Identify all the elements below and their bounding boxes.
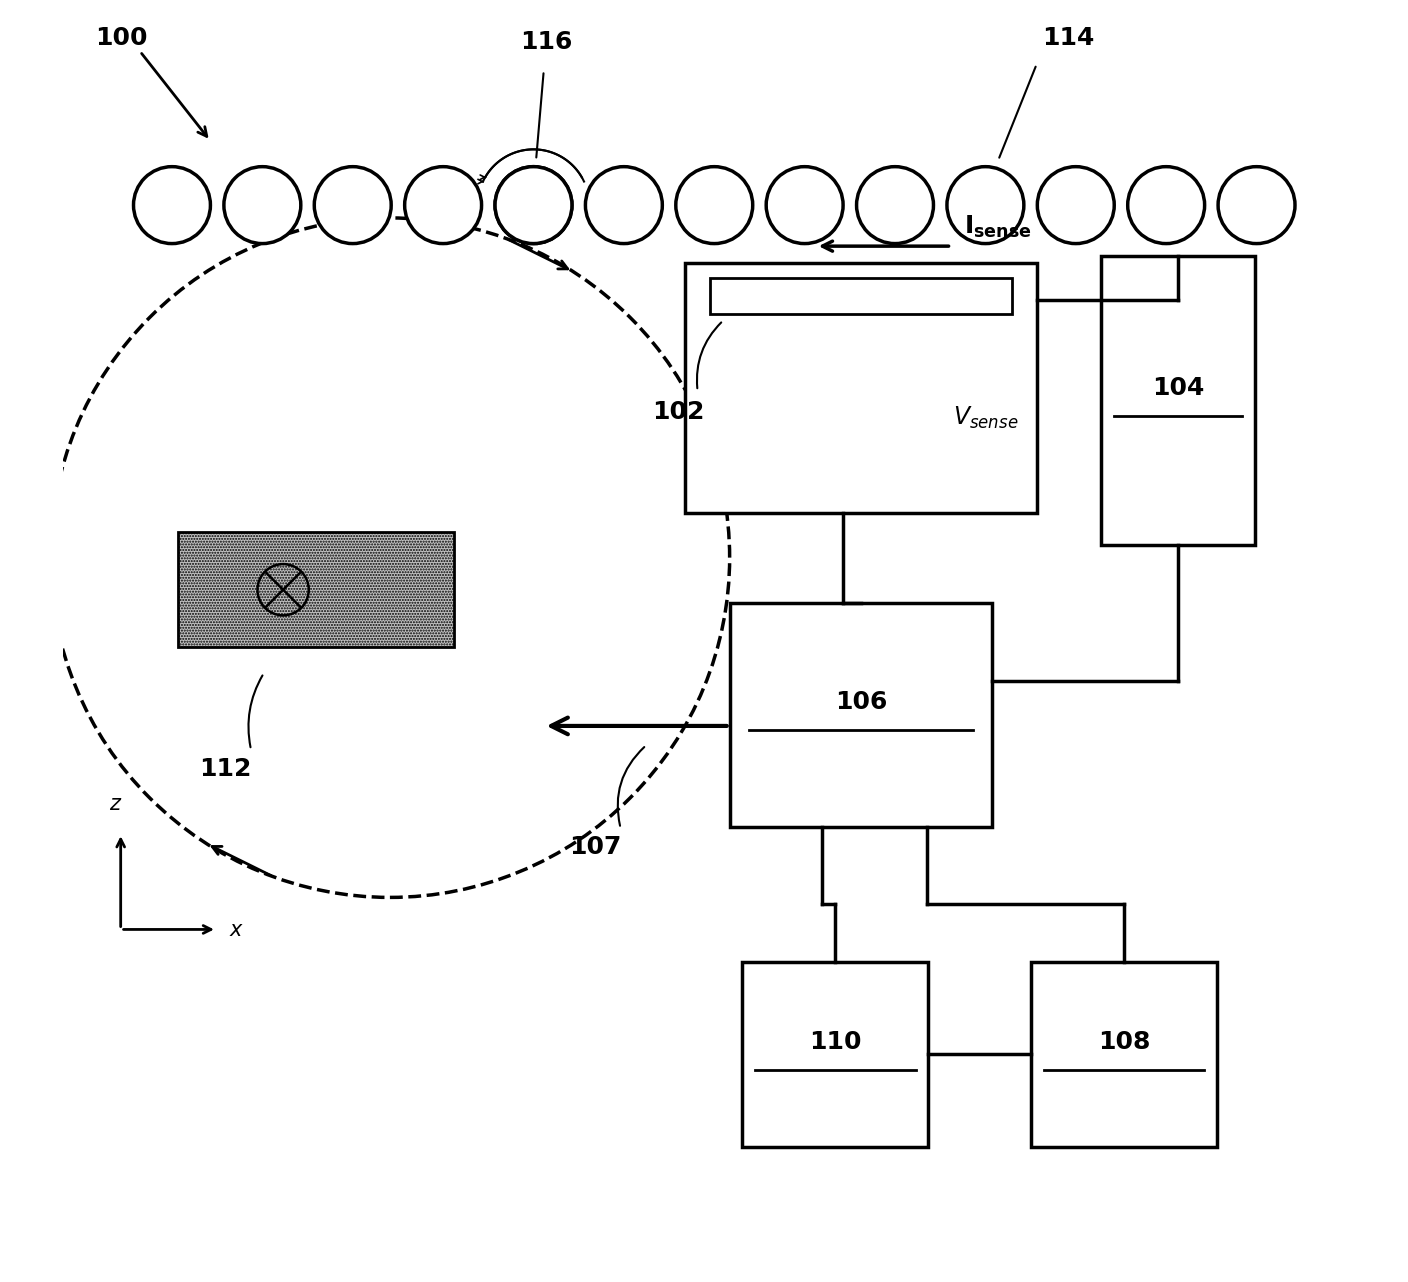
Circle shape [496, 167, 572, 244]
Text: 107: 107 [569, 835, 621, 859]
Circle shape [948, 167, 1024, 244]
Bar [742, 962, 928, 1147]
Bar [711, 278, 1012, 314]
Text: 116: 116 [520, 29, 573, 54]
Text: x: x [230, 920, 242, 940]
Circle shape [404, 167, 482, 244]
Circle shape [1218, 167, 1295, 244]
Bar [1101, 256, 1256, 545]
Circle shape [314, 167, 391, 244]
Circle shape [586, 167, 662, 244]
Text: 100: 100 [96, 26, 148, 50]
Circle shape [224, 167, 301, 244]
Text: 102: 102 [652, 400, 704, 424]
Circle shape [496, 167, 572, 244]
Text: 112: 112 [200, 756, 252, 781]
Bar [729, 603, 993, 827]
Circle shape [676, 167, 753, 244]
Text: 114: 114 [1042, 26, 1095, 50]
Text: $V_{sense}$: $V_{sense}$ [953, 405, 1018, 431]
Bar [1031, 962, 1217, 1147]
Text: $\mathbf{I}_{\mathbf{sense}}$: $\mathbf{I}_{\mathbf{sense}}$ [964, 214, 1032, 240]
Circle shape [1038, 167, 1114, 244]
Bar [179, 532, 453, 647]
Text: 104: 104 [1152, 376, 1204, 400]
Text: 106: 106 [835, 690, 887, 714]
Circle shape [1128, 167, 1205, 244]
Circle shape [766, 167, 843, 244]
Circle shape [134, 167, 210, 244]
Text: z: z [108, 795, 120, 814]
Bar [684, 263, 1038, 513]
Text: 108: 108 [1098, 1029, 1150, 1054]
Text: 110: 110 [810, 1029, 862, 1054]
Circle shape [856, 167, 934, 244]
